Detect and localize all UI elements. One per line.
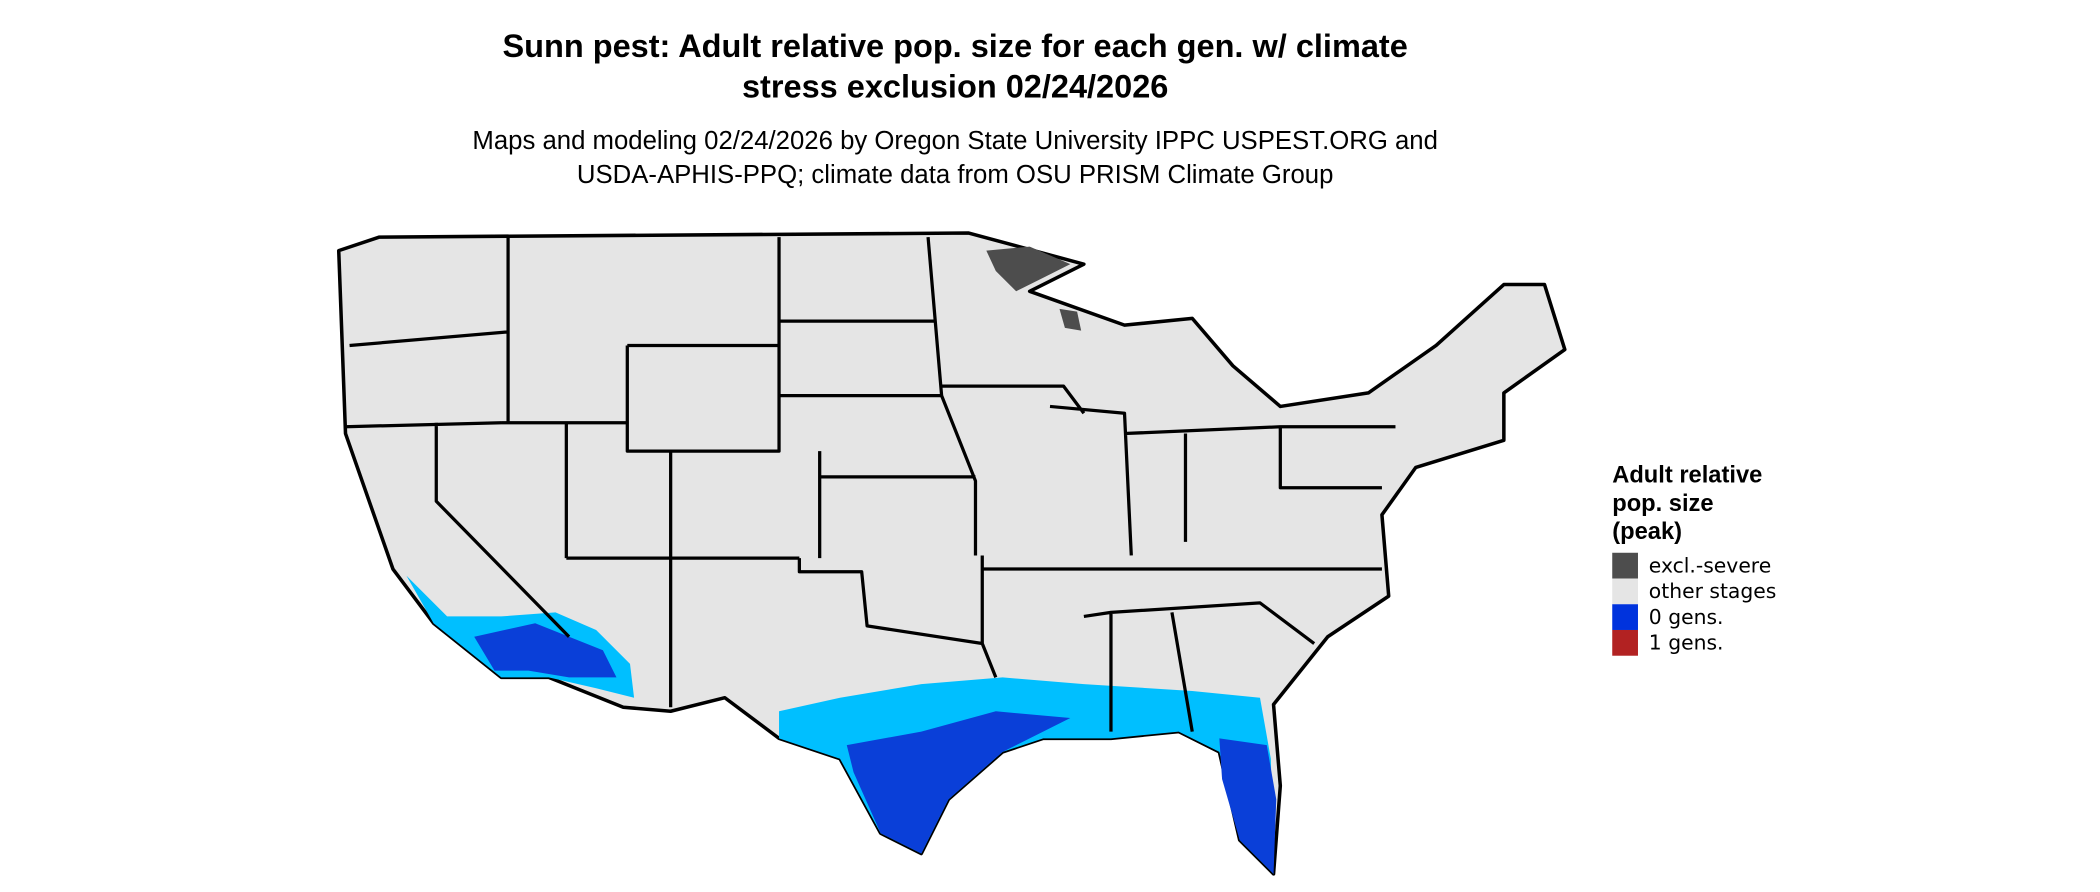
excl-region-mn	[986, 246, 1071, 292]
excl-region-wi	[1059, 308, 1082, 331]
legend-swatch	[1612, 578, 1638, 605]
legend-label: 1 gens.	[1649, 631, 1724, 655]
legend-swatch	[1612, 629, 1638, 656]
titles: Sunn pest: Adult relative pop. size for …	[472, 28, 1438, 189]
legend-label: other stages	[1649, 579, 1777, 603]
light-blue-gulf	[779, 677, 1274, 874]
legend: Adult relative pop. size(peak) excl.-sever…	[1612, 462, 1777, 656]
title-line: stress exclusion 02/24/2026	[742, 69, 1168, 105]
legend-title: pop. size	[1612, 491, 1713, 517]
subtitle-line: USDA-APHIS-PPQ; climate data from OSU PR…	[577, 161, 1334, 189]
legend-label: excl.-severe	[1649, 553, 1771, 577]
legend-title: (peak)	[1612, 519, 1682, 545]
state-lines	[345, 236, 1396, 732]
legend-swatch	[1612, 604, 1638, 630]
us-map	[336, 231, 1567, 876]
dark-blue-west	[474, 623, 617, 678]
legend-title: Adult relative	[1612, 462, 1762, 488]
legend-swatch	[1612, 552, 1638, 579]
dark-blue-gulf	[846, 711, 1071, 854]
title-line: Sunn pest: Adult relative pop. size for …	[502, 28, 1407, 64]
dark-blue-florida	[1219, 738, 1277, 874]
subtitle-line: Maps and modeling 02/24/2026 by Oregon S…	[472, 127, 1438, 155]
legend-label: 0 gens.	[1649, 605, 1724, 629]
